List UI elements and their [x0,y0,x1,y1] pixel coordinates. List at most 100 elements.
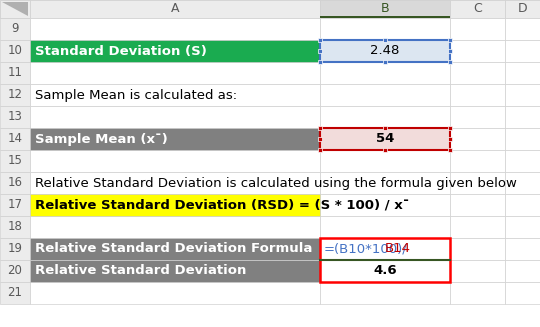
Bar [0,260,30,282]
Bar [320,18,450,40]
Bar [505,216,540,238]
Bar [450,238,505,260]
Text: 12: 12 [8,89,23,101]
Bar [30,84,320,106]
Bar [320,15,450,18]
Bar [448,148,452,152]
Bar [30,260,320,282]
Text: B: B [381,3,389,15]
Text: 15: 15 [8,154,23,167]
Text: 11: 11 [8,66,23,79]
Bar [448,126,452,130]
Text: 19: 19 [8,243,23,255]
Bar [30,238,320,260]
Bar [450,216,505,238]
Bar [0,18,30,40]
Bar [505,0,540,18]
Bar [30,194,320,216]
Text: 21: 21 [8,286,23,300]
Polygon shape [2,2,28,16]
Text: 2.48: 2.48 [370,44,400,58]
Bar [450,106,505,128]
Bar [0,216,30,238]
Bar [448,60,452,64]
Bar [450,172,505,194]
Bar [320,238,450,260]
Bar [450,40,505,62]
Bar [448,137,452,141]
Bar [0,282,30,304]
Bar [450,150,505,172]
Bar [30,0,320,18]
Bar [383,60,387,64]
Text: C: C [473,3,482,15]
Bar [505,40,540,62]
Bar [320,238,450,260]
Bar [450,260,505,282]
Bar [383,148,387,152]
Bar [505,172,540,194]
Bar [30,84,320,106]
Bar [318,148,322,152]
Text: 18: 18 [8,220,23,233]
Bar [505,106,540,128]
Bar [320,216,450,238]
Bar [505,282,540,304]
Bar [318,38,322,42]
Bar [0,0,540,18]
Bar [320,260,450,282]
Bar [505,18,540,40]
Bar [320,150,450,172]
Bar [318,60,322,64]
Bar [383,38,387,42]
Bar [505,260,540,282]
Bar [450,194,505,216]
Text: Sample Mean (x¯): Sample Mean (x¯) [35,132,168,146]
Bar [505,194,540,216]
Bar [448,49,452,53]
Bar [0,0,30,18]
Text: =(B10*100)/: =(B10*100)/ [324,243,408,255]
Bar [320,194,450,216]
Bar [450,0,505,18]
Bar [505,62,540,84]
Bar [318,49,322,53]
Bar [30,40,320,62]
Bar [0,194,30,216]
Bar [0,84,30,106]
Text: 16: 16 [8,177,23,190]
Bar [30,172,320,194]
Text: 17: 17 [8,198,23,212]
Bar [30,106,320,128]
Bar [320,62,450,84]
Bar [30,194,320,216]
Bar [30,282,320,304]
Bar [505,128,540,150]
Bar [30,150,320,172]
Bar [30,40,320,62]
Bar [320,128,450,150]
Bar [320,40,450,62]
Bar [320,128,450,150]
Bar [320,282,450,304]
Bar [318,126,322,130]
Bar [30,128,320,150]
Bar [320,238,450,282]
Bar [0,40,30,62]
Bar [505,238,540,260]
Bar [320,172,450,194]
Text: 20: 20 [8,265,23,278]
Bar [30,172,320,194]
Text: Relative Standard Deviation Formula: Relative Standard Deviation Formula [35,243,312,255]
Text: Relative Standard Deviation is calculated using the formula given below: Relative Standard Deviation is calculate… [35,177,517,190]
Text: 54: 54 [376,132,394,146]
Bar [505,84,540,106]
Bar [320,40,450,62]
Bar [320,40,450,62]
Bar [450,62,505,84]
Bar [383,126,387,130]
Bar [450,18,505,40]
Bar [320,84,450,106]
Text: B14: B14 [384,243,410,255]
Bar [0,106,30,128]
